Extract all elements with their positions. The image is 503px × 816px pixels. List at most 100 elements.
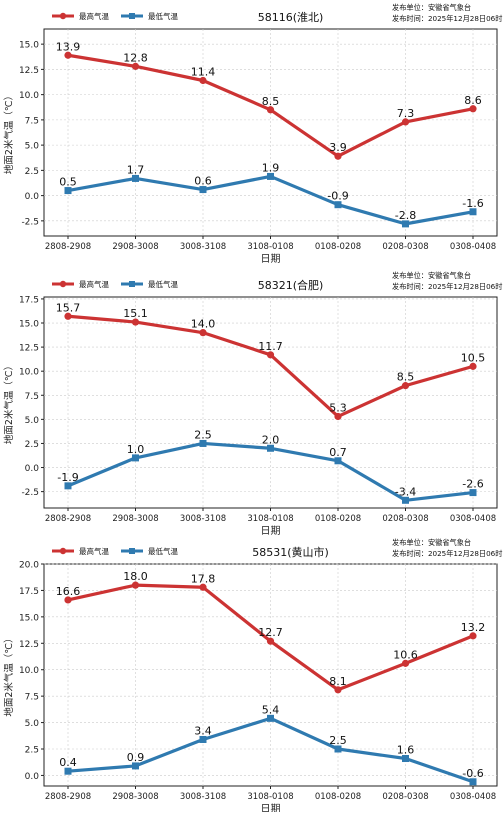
max-temp-point xyxy=(199,76,207,85)
x-tick-label: 2908-3008 xyxy=(112,242,158,252)
min-temp-point xyxy=(64,187,72,195)
max-temp-point xyxy=(469,632,477,640)
y-tick-label: 10.0 xyxy=(19,368,39,378)
x-tick-label: 0108-0208 xyxy=(315,242,361,252)
chart-title: 58321(合肥) xyxy=(258,278,324,292)
x-tick-label: 0308-0408 xyxy=(450,514,496,524)
max-temp-data-label: 5.3 xyxy=(329,401,347,414)
min-temp-data-label: 1.7 xyxy=(127,163,145,176)
min-temp-point xyxy=(334,457,342,465)
max-temp-data-label: 10.6 xyxy=(393,648,418,661)
x-tick-label: 2908-3008 xyxy=(112,792,158,802)
min-temp-point xyxy=(64,767,72,775)
legend-label: 最高气温 xyxy=(79,546,109,556)
min-temp-point xyxy=(132,762,139,770)
max-temp-point xyxy=(64,312,72,320)
publisher-line: 发布单位：安徽省气象台 xyxy=(392,3,471,12)
y-tick-label: 2.5 xyxy=(25,440,39,450)
legend-marker xyxy=(59,547,67,555)
publisher-line: 发布单位：安徽省气象台 xyxy=(392,538,471,547)
x-tick-label: 3008-3108 xyxy=(180,242,226,252)
publish-time-line: 发布时间：2025年12月28日06时 xyxy=(392,14,502,23)
max-temp-data-label: 16.6 xyxy=(56,585,81,598)
min-temp-data-label: -1.6 xyxy=(462,197,483,210)
x-tick-label: 3108-0108 xyxy=(247,792,293,802)
legend-label: 最低气温 xyxy=(148,279,178,289)
max-temp-data-label: 12.8 xyxy=(123,51,148,64)
y-tick-label: 7.5 xyxy=(25,392,39,402)
min-temp-point xyxy=(402,496,409,504)
y-tick-label: 17.5 xyxy=(19,295,39,305)
max-temp-data-label: 18.0 xyxy=(123,570,148,583)
y-tick-label: 5.0 xyxy=(25,719,40,729)
y-tick-label: 15.0 xyxy=(19,320,39,330)
min-temp-point xyxy=(469,208,477,216)
y-tick-label: 2.5 xyxy=(25,746,39,756)
min-temp-data-label: -0.9 xyxy=(327,190,348,203)
max-temp-data-label: 11.4 xyxy=(191,65,216,78)
legend-label: 最高气温 xyxy=(79,279,109,289)
max-temp-point xyxy=(199,583,207,591)
max-temp-point xyxy=(334,412,342,421)
max-temp-point xyxy=(469,105,477,113)
max-temp-point xyxy=(64,51,72,59)
min-temp-data-label: 3.4 xyxy=(194,724,212,737)
min-temp-data-label: -2.6 xyxy=(462,478,483,491)
min-temp-data-label: 2.5 xyxy=(329,734,347,747)
plot-frame xyxy=(43,28,498,237)
min-temp-point xyxy=(267,714,274,722)
x-tick-label: 3008-3108 xyxy=(180,792,226,802)
min-temp-data-label: 1.9 xyxy=(262,161,280,174)
publisher-line: 发布单位：安徽省气象台 xyxy=(392,271,471,280)
max-temp-point xyxy=(334,686,342,694)
max-temp-data-label: 17.8 xyxy=(191,572,216,585)
y-tick-label: 20.0 xyxy=(19,561,39,571)
y-tick-label: 12.5 xyxy=(19,344,39,354)
x-tick-label: 0308-0408 xyxy=(450,792,496,802)
min-temp-data-label: 5.4 xyxy=(262,703,280,716)
y-tick-label: 10.0 xyxy=(19,666,39,676)
y-tick-label: 7.5 xyxy=(25,693,39,703)
x-tick-label: 2808-2908 xyxy=(45,792,91,802)
x-tick-label: 2808-2908 xyxy=(45,242,91,252)
max-temp-data-label: 13.9 xyxy=(56,40,81,53)
x-tick-label: 2908-3008 xyxy=(112,514,158,524)
y-tick-label: 7.5 xyxy=(25,116,39,126)
y-tick-label: 0.0 xyxy=(25,464,40,474)
legend-marker xyxy=(129,13,135,19)
min-temp-point xyxy=(267,444,274,452)
max-temp-data-label: 10.5 xyxy=(461,351,486,364)
max-temp-point xyxy=(334,152,342,160)
max-temp-point xyxy=(266,351,275,359)
min-temp-point xyxy=(64,482,72,490)
max-temp-point xyxy=(131,62,140,70)
y-tick-label: 10.0 xyxy=(19,91,39,101)
min-temp-point xyxy=(199,735,207,743)
x-tick-label: 0208-0308 xyxy=(382,514,428,524)
max-temp-point xyxy=(131,318,140,326)
min-temp-data-label: 0.6 xyxy=(194,175,212,188)
max-temp-point xyxy=(401,382,410,390)
x-axis-label: 日期 xyxy=(261,253,281,265)
min-temp-data-label: 0.7 xyxy=(329,446,347,459)
legend-marker xyxy=(129,548,135,554)
legend-label: 最低气温 xyxy=(148,546,178,556)
min-temp-data-label: 1.6 xyxy=(397,744,415,757)
y-axis-label: 地面2米气温（℃） xyxy=(3,91,15,174)
x-tick-label: 3108-0108 xyxy=(247,242,293,252)
chart-title: 58116(淮北) xyxy=(258,11,324,24)
max-temp-data-label: 8.1 xyxy=(329,675,347,688)
min-temp-point xyxy=(132,174,139,182)
min-temp-data-label: -3.4 xyxy=(395,485,416,498)
min-temp-point xyxy=(469,489,477,497)
max-temp-data-label: 11.7 xyxy=(258,340,283,353)
max-temp-data-label: 8.6 xyxy=(464,94,482,107)
min-temp-data-label: 2.0 xyxy=(262,433,280,446)
max-temp-point xyxy=(131,581,140,589)
legend-marker xyxy=(59,12,67,20)
max-temp-data-label: 14.0 xyxy=(191,318,216,331)
min-temp-point xyxy=(132,454,139,462)
x-tick-label: 0308-0408 xyxy=(450,242,496,252)
x-axis-label: 日期 xyxy=(261,525,281,537)
